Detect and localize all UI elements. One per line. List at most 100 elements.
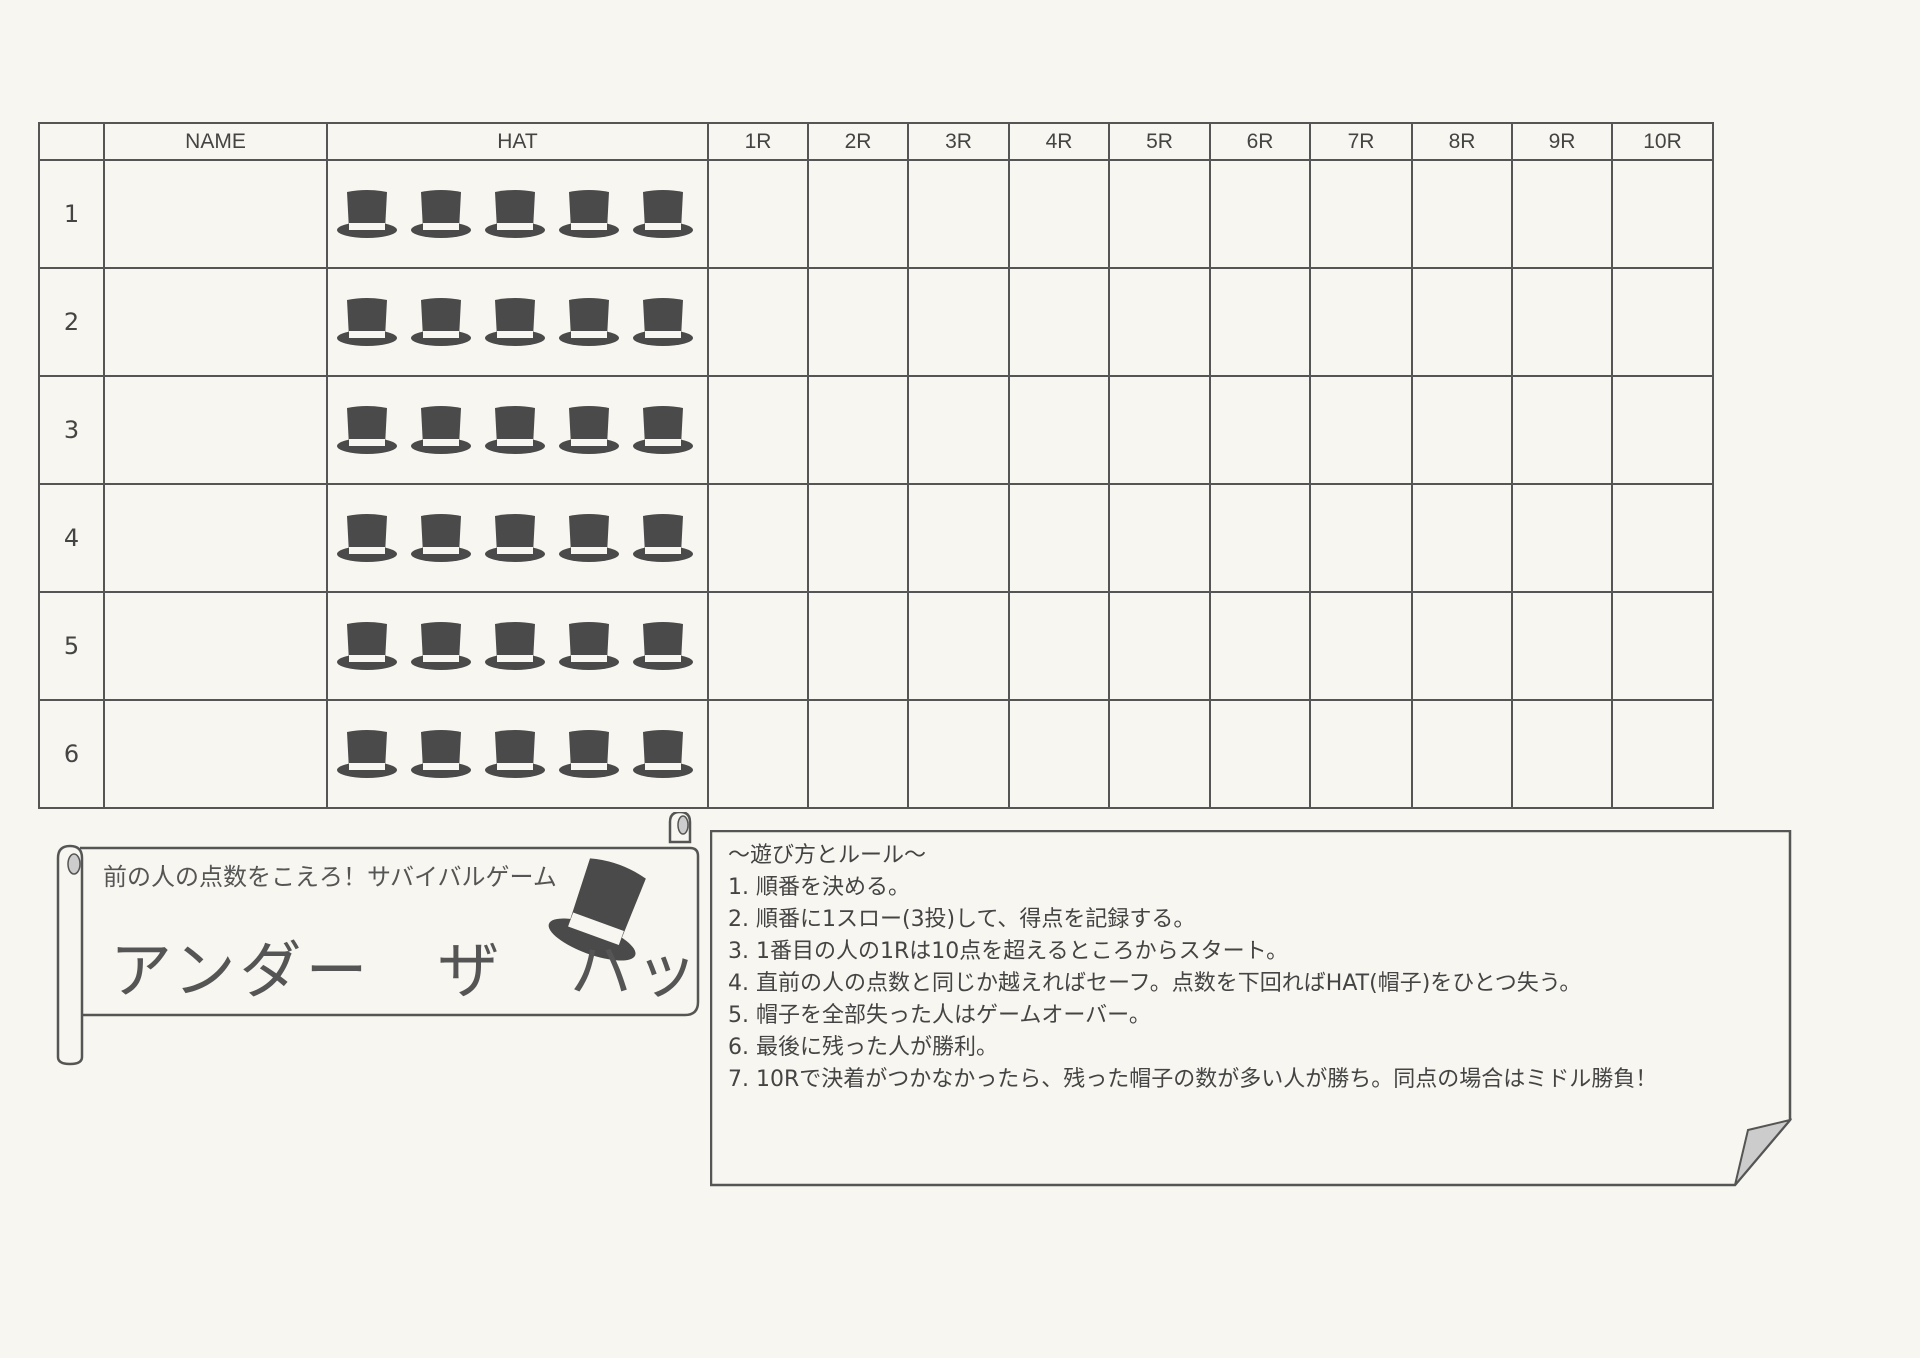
rule-item: 6. 最後に残った人が勝利。 xyxy=(728,1035,998,1060)
round-score-cell[interactable] xyxy=(1411,591,1513,701)
round-score-cell[interactable] xyxy=(707,159,809,269)
round-score-cell[interactable] xyxy=(1511,591,1613,701)
round-score-cell[interactable] xyxy=(707,591,809,701)
round-score-cell[interactable] xyxy=(707,267,809,377)
round-score-cell[interactable] xyxy=(1411,483,1513,593)
round-score-cell[interactable] xyxy=(1511,699,1613,809)
round-score-cell[interactable] xyxy=(1611,699,1714,809)
round-score-cell[interactable] xyxy=(1008,483,1110,593)
round-score-cell[interactable] xyxy=(807,375,909,485)
table-row: 6 xyxy=(38,699,1714,809)
round-score-cell[interactable] xyxy=(1209,483,1311,593)
round-score-cell[interactable] xyxy=(1411,267,1513,377)
round-score-cell[interactable] xyxy=(907,159,1010,269)
round-score-cell[interactable] xyxy=(907,267,1010,377)
round-score-cell[interactable] xyxy=(1309,483,1413,593)
round-score-cell[interactable] xyxy=(907,375,1010,485)
round-score-cell[interactable] xyxy=(1611,159,1714,269)
top-hat-icon xyxy=(484,512,546,564)
round-score-cell[interactable] xyxy=(1511,159,1613,269)
round-score-cell[interactable] xyxy=(1209,375,1311,485)
hat-cell xyxy=(326,699,709,809)
top-hat-icon xyxy=(558,512,620,564)
round-score-cell[interactable] xyxy=(807,591,909,701)
round-score-cell[interactable] xyxy=(1611,483,1714,593)
table-row: 2 xyxy=(38,267,1714,377)
column-header-9r: 9R xyxy=(1511,122,1613,161)
name-cell[interactable] xyxy=(103,375,328,485)
round-score-cell[interactable] xyxy=(907,591,1010,701)
table-row: 4 xyxy=(38,483,1714,593)
rule-item: 5. 帽子を全部失った人はゲームオーバー。 xyxy=(728,1003,1151,1028)
round-score-cell[interactable] xyxy=(907,483,1010,593)
round-score-cell[interactable] xyxy=(1209,267,1311,377)
round-score-cell[interactable] xyxy=(1411,159,1513,269)
name-cell[interactable] xyxy=(103,159,328,269)
column-header-3r: 3R xyxy=(907,122,1010,161)
round-score-cell[interactable] xyxy=(707,483,809,593)
hat-cell xyxy=(326,591,709,701)
top-hat-icon xyxy=(632,512,694,564)
round-score-cell[interactable] xyxy=(1008,699,1110,809)
column-header-name: NAME xyxy=(103,122,328,161)
round-score-cell[interactable] xyxy=(1309,267,1413,377)
round-score-cell[interactable] xyxy=(1108,375,1211,485)
round-score-cell[interactable] xyxy=(807,159,909,269)
round-score-cell[interactable] xyxy=(1511,267,1613,377)
rules-text: ～遊び方とルール～ 1. 順番を決める。 2. 順番に1スロー(3投)して、得点を… xyxy=(728,840,1657,1096)
rules-note xyxy=(710,830,1792,1187)
top-hat-icon xyxy=(336,620,398,672)
round-score-cell[interactable] xyxy=(1209,591,1311,701)
row-number: 4 xyxy=(38,483,105,593)
round-score-cell[interactable] xyxy=(1008,591,1110,701)
round-score-cell[interactable] xyxy=(1511,375,1613,485)
top-hat-icon xyxy=(336,512,398,564)
banner-subtitle: 前の人の点数をこえろ！サバイバルゲーム xyxy=(103,863,557,891)
name-cell[interactable] xyxy=(103,267,328,377)
round-score-cell[interactable] xyxy=(1611,591,1714,701)
table-row: 5 xyxy=(38,591,1714,701)
round-score-cell[interactable] xyxy=(1611,267,1714,377)
round-score-cell[interactable] xyxy=(1108,591,1211,701)
round-score-cell[interactable] xyxy=(1008,159,1110,269)
round-score-cell[interactable] xyxy=(1108,159,1211,269)
round-score-cell[interactable] xyxy=(907,699,1010,809)
rule-item: 4. 直前の人の点数と同じか越えればセーフ。点数を下回ればHAT(帽子)をひとつ… xyxy=(728,971,1582,996)
name-cell[interactable] xyxy=(103,483,328,593)
round-score-cell[interactable] xyxy=(807,483,909,593)
round-score-cell[interactable] xyxy=(1309,375,1413,485)
round-score-cell[interactable] xyxy=(1411,699,1513,809)
column-header-hat: HAT xyxy=(326,122,709,161)
top-hat-icon xyxy=(484,404,546,456)
rules-heading: ～遊び方とルール～ xyxy=(728,843,927,868)
round-score-cell[interactable] xyxy=(1611,375,1714,485)
round-score-cell[interactable] xyxy=(1309,591,1413,701)
top-hat-icon xyxy=(632,620,694,672)
round-score-cell[interactable] xyxy=(707,375,809,485)
round-score-cell[interactable] xyxy=(1108,699,1211,809)
name-cell[interactable] xyxy=(103,699,328,809)
column-header-5r: 5R xyxy=(1108,122,1211,161)
round-score-cell[interactable] xyxy=(1411,375,1513,485)
top-hat-icon xyxy=(558,296,620,348)
round-score-cell[interactable] xyxy=(1209,699,1311,809)
round-score-cell[interactable] xyxy=(1008,267,1110,377)
name-cell[interactable] xyxy=(103,591,328,701)
top-hat-icon xyxy=(484,296,546,348)
round-score-cell[interactable] xyxy=(807,699,909,809)
round-score-cell[interactable] xyxy=(1309,699,1413,809)
round-score-cell[interactable] xyxy=(1309,159,1413,269)
row-number: 3 xyxy=(38,375,105,485)
round-score-cell[interactable] xyxy=(707,699,809,809)
hat-cell xyxy=(326,267,709,377)
round-score-cell[interactable] xyxy=(807,267,909,377)
round-score-cell[interactable] xyxy=(1008,375,1110,485)
round-score-cell[interactable] xyxy=(1108,267,1211,377)
rule-item: 1. 順番を決める。 xyxy=(728,875,910,900)
rule-item: 3. 1番目の人の1Rは10点を超えるところからスタート。 xyxy=(728,939,1289,964)
top-hat-icon xyxy=(410,620,472,672)
round-score-cell[interactable] xyxy=(1108,483,1211,593)
round-score-cell[interactable] xyxy=(1511,483,1613,593)
round-score-cell[interactable] xyxy=(1209,159,1311,269)
column-header-10r: 10R xyxy=(1611,122,1714,161)
